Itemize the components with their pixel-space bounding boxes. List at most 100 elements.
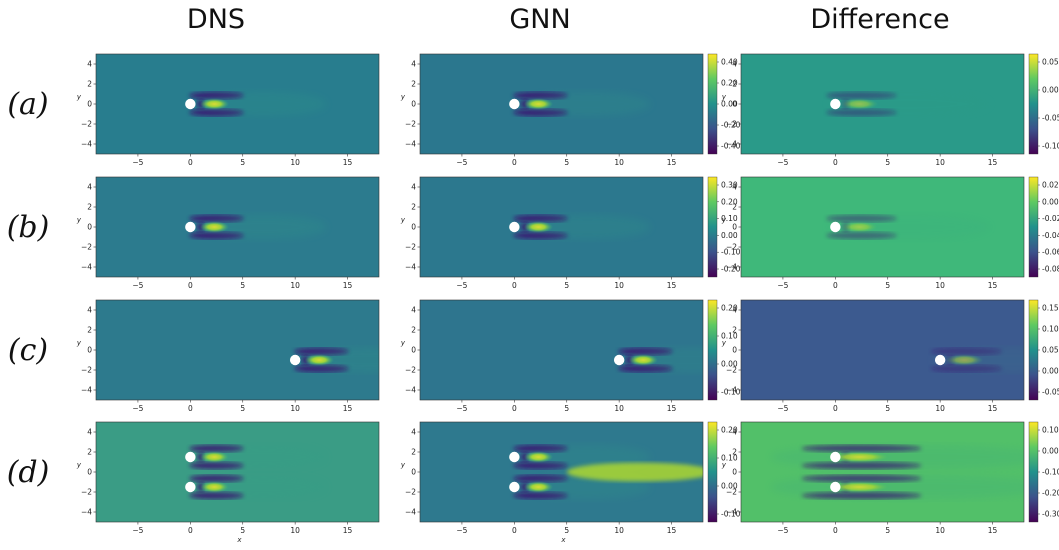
y-tick-label: −4: [81, 140, 92, 149]
y-tick-label: 2: [87, 326, 92, 335]
x-tick-label: 0: [188, 404, 193, 413]
x-tick-label: −5: [456, 526, 467, 535]
field-plot: [741, 54, 1024, 154]
colorbar-tick-label: -0.06: [1042, 248, 1059, 257]
x-tick-label: 5: [240, 526, 245, 535]
wake-tail: [826, 214, 991, 240]
y-axis-label: y: [400, 339, 406, 347]
y-tick-label: −4: [81, 263, 92, 272]
x-tick-label: 15: [343, 404, 353, 413]
y-axis-label: y: [76, 461, 82, 469]
x-tick-label: 10: [290, 281, 300, 290]
y-tick-label: −2: [726, 366, 737, 375]
colorbar-tick-label: -0.10: [1042, 142, 1059, 151]
wake-tail: [931, 347, 1024, 373]
y-tick-label: −2: [405, 366, 416, 375]
colorbar: 0.15 0.10 0.05 0.00 -0.05: [1028, 299, 1059, 401]
x-tick-label: −5: [456, 158, 467, 167]
cylinder: [509, 451, 520, 463]
y-tick-label: 0: [87, 223, 92, 232]
x-tick-label: −5: [456, 404, 467, 413]
wake-tail: [524, 214, 651, 240]
y-tick-label: −2: [81, 366, 92, 375]
y-tick-label: −2: [726, 120, 737, 129]
y-tick-label: 0: [411, 468, 416, 477]
panel-dns: −5 0 5 10 15 4 2 0 −2 −4 y x: [76, 421, 380, 544]
x-tick-label: 10: [935, 526, 945, 535]
x-tick-label: 10: [935, 404, 945, 413]
x-tick-label: 5: [564, 281, 569, 290]
colorbar-tick-label: 0.05: [1042, 346, 1059, 355]
y-tick-label: −4: [726, 386, 737, 395]
colorbar-tick-label: -0.05: [1042, 388, 1059, 397]
y-tick-label: 0: [87, 100, 92, 109]
colorbar-tick-label: 0.10: [721, 454, 738, 463]
cylinder: [934, 354, 946, 366]
colorbar-tick-label: 0.20: [721, 79, 738, 88]
y-tick-label: 2: [87, 203, 92, 212]
x-tick-label: 10: [290, 404, 300, 413]
y-tick-label: −4: [726, 140, 737, 149]
wake-tail: [200, 91, 327, 117]
colorbar-tick-label: 0.20: [721, 197, 738, 206]
x-tick-label: 10: [290, 158, 300, 167]
wake-tail: [200, 474, 327, 500]
y-tick-label: 2: [87, 80, 92, 89]
y-tick-label: 4: [732, 183, 737, 192]
x-tick-label: −5: [777, 404, 788, 413]
y-tick-label: −4: [405, 508, 416, 517]
x-tick-label: 15: [988, 281, 998, 290]
y-tick-label: 0: [411, 223, 416, 232]
colorbar-gradient: [707, 299, 718, 401]
colorbar-tick-label: -0.10: [1042, 468, 1059, 477]
wake-tail: [305, 347, 379, 373]
row-label: (c): [8, 333, 48, 368]
x-tick-label: 5: [885, 404, 890, 413]
y-axis-label: y: [76, 216, 82, 224]
y-tick-label: −4: [726, 508, 737, 517]
colorbar-tick-label: -0.10: [721, 388, 741, 397]
cylinder: [185, 451, 196, 463]
colorbar: 0.20 0.10 0.00 -0.10: [707, 299, 741, 401]
x-tick-label: 10: [935, 158, 945, 167]
y-tick-label: −2: [405, 243, 416, 252]
x-tick-label: 0: [188, 526, 193, 535]
y-tick-label: 2: [87, 448, 92, 457]
y-tick-label: 0: [732, 346, 737, 355]
y-axis-label: y: [721, 339, 727, 347]
y-tick-label: 0: [732, 100, 737, 109]
cylinder: [613, 354, 625, 366]
y-tick-label: 2: [732, 80, 737, 89]
y-axis-label: y: [721, 216, 727, 224]
y-tick-label: −2: [405, 488, 416, 497]
panel-difference: −5 0 5 10 15 4 2 0 −2 −4 y 0.02 0.00 -0.02 -0.04 -0.06 -…: [721, 176, 1059, 290]
cylinder: [185, 98, 196, 110]
y-tick-label: 0: [732, 468, 737, 477]
colorbar: 0.20 0.10 0.00 -0.10: [707, 421, 741, 523]
x-tick-label: 5: [240, 281, 245, 290]
colorbar-tick-label: 0.00: [1042, 447, 1059, 456]
colorbar-gradient: [1028, 421, 1039, 523]
x-tick-label: 15: [343, 281, 353, 290]
x-tick-label: 0: [833, 526, 838, 535]
panel-dns: −5 0 5 10 15 4 2 0 −2 −4 y: [76, 299, 380, 413]
colorbar: 0.05 0.00 -0.05 -0.10: [1028, 53, 1059, 155]
colorbar-tick-label: 0.40: [721, 58, 738, 67]
y-tick-label: −4: [81, 508, 92, 517]
y-tick-label: 2: [411, 203, 416, 212]
colorbar-gradient: [1028, 176, 1039, 278]
column-title-gnn: GNN: [509, 4, 570, 35]
x-tick-label: −5: [132, 281, 143, 290]
colorbar-gradient: [1028, 299, 1039, 401]
y-tick-label: 4: [732, 306, 737, 315]
x-tick-label: −5: [456, 281, 467, 290]
colorbar-tick-label: 0.30: [721, 181, 738, 190]
panel-difference: −5 0 5 10 15 4 2 0 −2 −4 y 0.15 0.10 0.05 0.00 -0.05: [721, 299, 1059, 413]
colorbar-tick-label: 0.20: [721, 304, 738, 313]
y-tick-label: 2: [411, 448, 416, 457]
y-axis-label: y: [76, 93, 82, 101]
x-tick-label: −5: [777, 526, 788, 535]
colorbar-gradient: [1028, 53, 1039, 155]
